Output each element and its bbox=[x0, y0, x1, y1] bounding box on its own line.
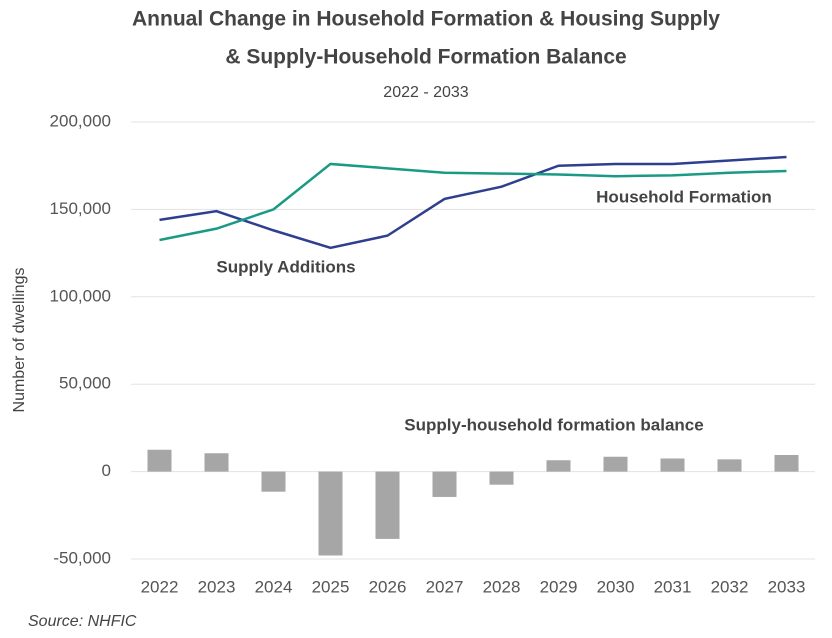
y-tick-label: 50,000 bbox=[59, 374, 111, 393]
bar bbox=[261, 471, 286, 492]
y-tick-label: 150,000 bbox=[50, 199, 111, 218]
chart-title: & Supply-Household Formation Balance bbox=[225, 46, 626, 69]
bar bbox=[489, 471, 514, 485]
x-tick-label: 2022 bbox=[141, 577, 179, 596]
x-tick-label: 2025 bbox=[312, 577, 350, 596]
x-tick-label: 2023 bbox=[198, 577, 236, 596]
series-label: Household Formation bbox=[596, 187, 772, 206]
y-tick-label: -50,000 bbox=[53, 548, 111, 567]
bar bbox=[147, 449, 172, 472]
x-tick-label: 2027 bbox=[426, 577, 464, 596]
bar bbox=[546, 460, 571, 472]
x-tick-label: 2026 bbox=[369, 577, 407, 596]
bar bbox=[432, 471, 457, 497]
source-note: Source: NHFIC bbox=[28, 613, 137, 630]
x-tick-label: 2033 bbox=[768, 577, 806, 596]
x-tick-label: 2024 bbox=[255, 577, 293, 596]
x-tick-label: 2030 bbox=[597, 577, 635, 596]
chart-subtitle: 2022 - 2033 bbox=[383, 84, 469, 101]
bar bbox=[603, 456, 628, 472]
y-tick-label: 100,000 bbox=[50, 286, 111, 305]
bar bbox=[204, 453, 229, 472]
chart-title: Annual Change in Household Formation & H… bbox=[132, 8, 720, 31]
x-tick-label: 2031 bbox=[654, 577, 692, 596]
y-tick-label: 200,000 bbox=[50, 111, 111, 130]
y-axis-label: Number of dwellings bbox=[11, 268, 28, 413]
x-tick-label: 2028 bbox=[483, 577, 521, 596]
bar bbox=[318, 471, 343, 556]
y-tick-label: 0 bbox=[102, 461, 111, 480]
bar bbox=[774, 454, 799, 472]
line bbox=[159, 155, 787, 250]
x-tick-label: 2032 bbox=[711, 577, 749, 596]
x-tick-label: 2029 bbox=[540, 577, 578, 596]
series-label: Supply-household formation balance bbox=[404, 415, 703, 434]
bar bbox=[375, 471, 400, 539]
bar bbox=[660, 458, 685, 472]
line bbox=[159, 162, 787, 242]
bar bbox=[717, 459, 742, 472]
series-label: Supply Additions bbox=[216, 257, 355, 276]
